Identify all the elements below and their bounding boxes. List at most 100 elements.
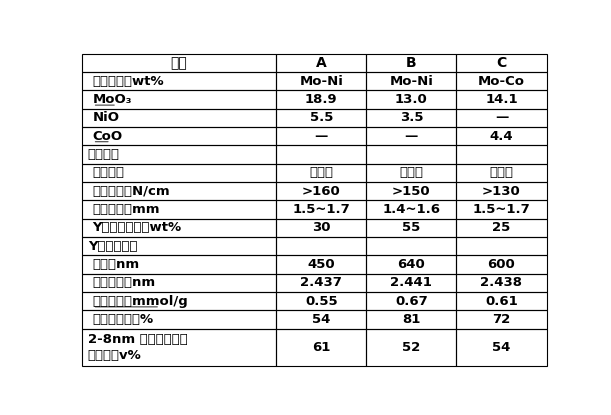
Bar: [276, 127, 366, 145]
Bar: [82, 292, 276, 310]
Text: 中强酸比例，%: 中强酸比例，%: [92, 313, 153, 326]
Text: 化学组成，wt%: 化学组成，wt%: [92, 75, 164, 88]
Bar: [276, 182, 366, 200]
Bar: [82, 329, 276, 366]
Bar: [82, 109, 276, 127]
Bar: [366, 274, 456, 292]
Bar: [366, 329, 456, 366]
Text: 圆柱条: 圆柱条: [400, 166, 423, 179]
Bar: [82, 274, 276, 292]
Text: 54: 54: [312, 313, 331, 326]
Bar: [276, 329, 366, 366]
Text: 61: 61: [312, 341, 331, 354]
Text: 30: 30: [312, 222, 331, 234]
Bar: [82, 310, 276, 329]
Text: 81: 81: [402, 313, 420, 326]
Bar: [456, 219, 546, 237]
Text: 0.61: 0.61: [485, 295, 518, 308]
Text: 54: 54: [492, 341, 511, 354]
Bar: [82, 256, 276, 274]
Bar: [366, 256, 456, 274]
Bar: [456, 256, 546, 274]
Text: A: A: [316, 56, 327, 70]
Text: 3.5: 3.5: [400, 111, 423, 124]
Text: 晶胞参数，nm: 晶胞参数，nm: [92, 276, 156, 289]
Bar: [456, 127, 546, 145]
Text: 450: 450: [307, 258, 335, 271]
Bar: [456, 182, 546, 200]
Bar: [82, 145, 276, 164]
Bar: [366, 127, 456, 145]
Text: —: —: [495, 111, 508, 124]
Bar: [456, 237, 546, 256]
Bar: [82, 90, 276, 109]
Text: 2.437: 2.437: [300, 276, 342, 289]
Text: 72: 72: [492, 313, 511, 326]
Text: MoO₃: MoO₃: [92, 93, 132, 106]
Text: 项目: 项目: [170, 56, 188, 70]
Text: 13.0: 13.0: [395, 93, 428, 106]
Bar: [276, 292, 366, 310]
Bar: [456, 274, 546, 292]
Text: 1.5~1.7: 1.5~1.7: [292, 203, 350, 216]
Text: 55: 55: [402, 222, 420, 234]
Text: Y分子筛性质: Y分子筛性质: [88, 240, 137, 253]
Text: 14.1: 14.1: [485, 93, 518, 106]
Bar: [456, 310, 546, 329]
Bar: [276, 164, 366, 182]
Bar: [276, 274, 366, 292]
Text: 18.9: 18.9: [305, 93, 337, 106]
Bar: [82, 182, 276, 200]
Text: 容比例，v%: 容比例，v%: [88, 349, 142, 362]
Bar: [366, 219, 456, 237]
Bar: [276, 109, 366, 127]
Text: 4.4: 4.4: [489, 130, 513, 143]
Text: C: C: [496, 56, 507, 70]
Bar: [276, 145, 366, 164]
Text: NiO: NiO: [92, 111, 120, 124]
Bar: [276, 90, 366, 109]
Text: 0.55: 0.55: [305, 295, 337, 308]
Bar: [366, 109, 456, 127]
Text: —: —: [315, 130, 328, 143]
Text: Mo-Co: Mo-Co: [478, 75, 525, 88]
Text: CoO: CoO: [92, 130, 123, 143]
Text: —: —: [404, 130, 418, 143]
Text: 粒径，nm: 粒径，nm: [92, 258, 139, 271]
Bar: [366, 90, 456, 109]
Text: 600: 600: [488, 258, 515, 271]
Text: 压碎强度，N/cm: 压碎强度，N/cm: [92, 185, 170, 198]
Bar: [276, 310, 366, 329]
Text: >150: >150: [392, 185, 431, 198]
Text: 640: 640: [398, 258, 425, 271]
Text: Mo-Ni: Mo-Ni: [299, 75, 343, 88]
Text: 1.4~1.6: 1.4~1.6: [382, 203, 441, 216]
Bar: [82, 127, 276, 145]
Bar: [366, 200, 456, 219]
Text: 圆柱条: 圆柱条: [489, 166, 513, 179]
Bar: [456, 90, 546, 109]
Bar: [82, 72, 276, 90]
Text: >130: >130: [482, 185, 521, 198]
Bar: [366, 292, 456, 310]
Text: B: B: [406, 56, 417, 70]
Bar: [82, 237, 276, 256]
Text: 红外总酸，mmol/g: 红外总酸，mmol/g: [92, 295, 188, 308]
Bar: [276, 237, 366, 256]
Bar: [82, 164, 276, 182]
Text: Mo-Ni: Mo-Ni: [389, 75, 433, 88]
Text: 5.5: 5.5: [310, 111, 333, 124]
Bar: [456, 329, 546, 366]
Bar: [276, 256, 366, 274]
Text: 2.441: 2.441: [390, 276, 433, 289]
Bar: [366, 310, 456, 329]
Text: 外观形状: 外观形状: [92, 166, 125, 179]
Bar: [366, 237, 456, 256]
Bar: [366, 72, 456, 90]
Bar: [366, 54, 456, 72]
Text: 25: 25: [492, 222, 511, 234]
Text: 52: 52: [402, 341, 420, 354]
Bar: [456, 164, 546, 182]
Bar: [276, 54, 366, 72]
Bar: [456, 292, 546, 310]
